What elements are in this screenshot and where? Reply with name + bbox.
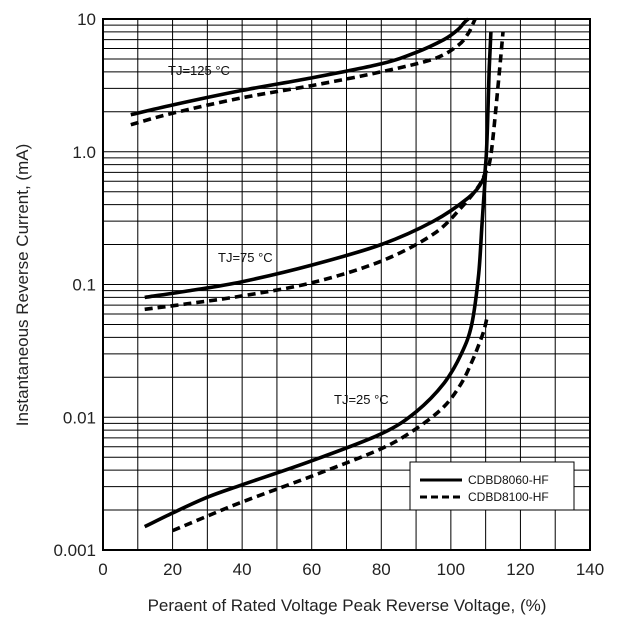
series-line-cdbd8100-hf-125c	[130, 18, 477, 127]
x-tick-label: 80	[372, 560, 391, 579]
x-tick-label: 20	[163, 560, 182, 579]
legend-label-cdbd8060: CDBD8060-HF	[468, 473, 549, 487]
legend: CDBD8060-HF CDBD8100-HF	[409, 461, 575, 511]
y-tick-label: 1.0	[72, 143, 96, 162]
series-layer	[130, 17, 505, 533]
series-line-cdbd8060-hf-125c	[130, 17, 470, 117]
y-tick-label: 10	[77, 10, 96, 29]
x-tick-label: 60	[302, 560, 321, 579]
series-line-cdbd8100-hf-75c	[144, 31, 505, 312]
series-line-cdbd8060-hf-25c	[143, 172, 488, 529]
legend-label-cdbd8100: CDBD8100-HF	[468, 490, 549, 504]
series-line-cdbd8100-hf-25c	[171, 315, 490, 533]
axes: 0 20 40 60 80 100 120 140 0.001 0.01 0.1 1.0 10	[53, 10, 604, 579]
x-axis-label: Peraent of Rated Voltage Peak Reverse Vo…	[148, 596, 547, 615]
x-tick-label: 100	[437, 560, 465, 579]
y-tick-label: 0.1	[72, 276, 96, 295]
annotation-tj125: TJ=125 °C	[168, 63, 230, 78]
x-tick-label: 0	[98, 560, 107, 579]
x-tick-label: 140	[576, 560, 604, 579]
y-tick-label: 0.01	[63, 408, 96, 427]
legend-box	[409, 461, 575, 511]
y-axis-label: Instantaneous Reverse Current, (mA)	[13, 144, 32, 427]
series-line-cdbd8060-hf-75c	[144, 31, 493, 300]
x-tick-label: 40	[233, 560, 252, 579]
y-tick-label: 0.001	[53, 541, 96, 560]
x-tick-label: 120	[506, 560, 534, 579]
annotation-tj75: TJ=75 °C	[218, 250, 273, 265]
plot-frame	[102, 18, 591, 551]
annotation-tj25: TJ=25 °C	[334, 392, 389, 407]
